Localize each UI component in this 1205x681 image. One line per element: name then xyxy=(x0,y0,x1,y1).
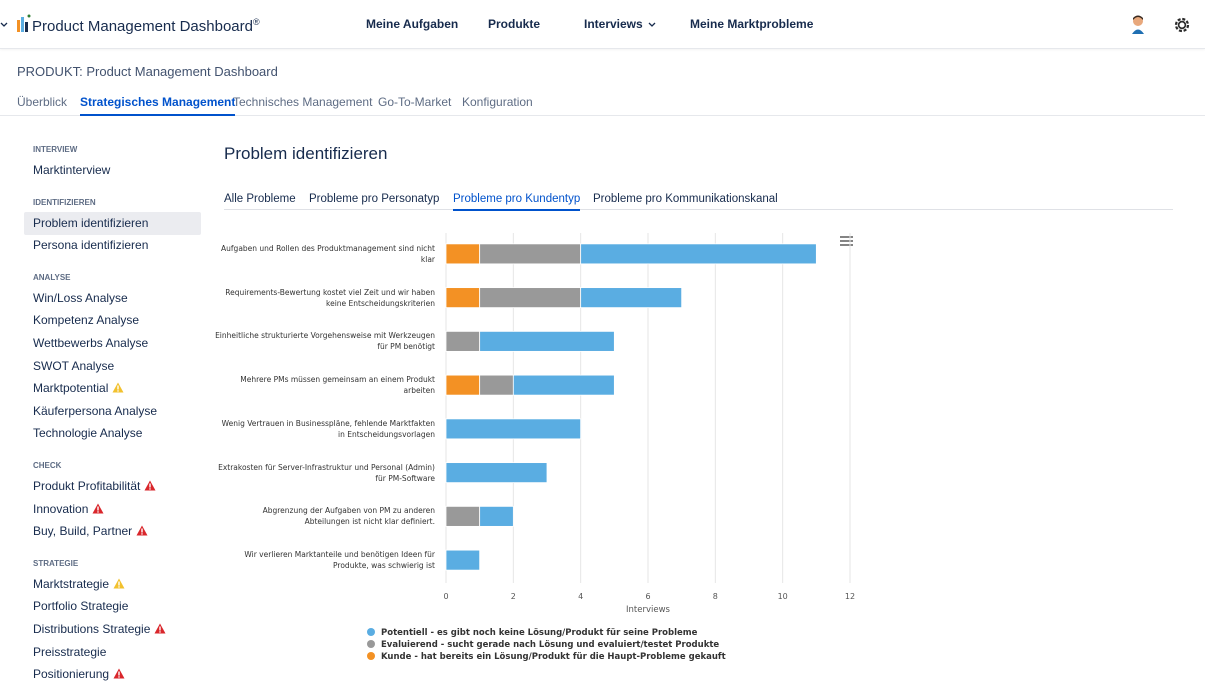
alert-icon xyxy=(112,382,124,393)
sidebar-heading: STRATEGIE xyxy=(33,559,78,568)
bar-segment xyxy=(480,288,581,308)
sidebar-heading: CHECK xyxy=(33,461,61,470)
bar-segment xyxy=(446,331,480,351)
nav-item[interactable]: Meine Aufgaben xyxy=(366,17,458,31)
nav-item[interactable]: Produkte xyxy=(488,17,540,31)
alert-icon xyxy=(92,503,104,514)
legend-marker xyxy=(367,640,375,648)
category-label: Wir verlieren Marktanteile und benötigen… xyxy=(215,549,435,571)
bar-segment xyxy=(446,419,581,439)
tab[interactable]: Strategisches Management xyxy=(80,95,235,116)
x-tick-label: 4 xyxy=(578,592,583,601)
bar-segment xyxy=(480,244,581,264)
menu-icon[interactable] xyxy=(840,237,853,245)
tab[interactable]: Go-To-Market xyxy=(378,95,451,114)
tab[interactable]: Technisches Management xyxy=(233,95,372,114)
sidebar-item[interactable]: Preisstrategie xyxy=(33,645,106,659)
legend-label: Kunde - hat bereits ein Lösung/Produkt f… xyxy=(381,652,726,662)
alert-icon xyxy=(113,668,125,679)
x-tick-label: 10 xyxy=(778,592,788,601)
alert-icon xyxy=(136,525,148,536)
sidebar-item[interactable]: Innovation xyxy=(33,502,88,516)
sidebar-item[interactable]: Buy, Build, Partner xyxy=(33,524,132,538)
sidebar-item[interactable]: Produkt Profitabilität xyxy=(33,479,140,493)
sidebar-item[interactable]: Marktpotential xyxy=(33,381,108,395)
chevron xyxy=(0,22,8,28)
tab[interactable]: Überblick xyxy=(17,95,67,114)
bar-segment xyxy=(581,244,817,264)
sidebar-item[interactable]: SWOT Analyse xyxy=(33,359,114,373)
category-label: Mehrere PMs müssen gemeinsam an einem Pr… xyxy=(215,374,435,396)
sidebar-heading: ANALYSE xyxy=(33,273,71,282)
chevron xyxy=(648,22,656,28)
alert-icon xyxy=(144,480,156,491)
sidebar-item[interactable]: Wettbewerbs Analyse xyxy=(33,336,148,350)
x-tick-label: 0 xyxy=(443,592,448,601)
x-axis-label: Interviews xyxy=(626,605,671,615)
sidebar-item[interactable]: Win/Loss Analyse xyxy=(33,291,128,305)
page: Product Management Dashboard® PRODUKT: P… xyxy=(0,0,1205,676)
bar-segment xyxy=(446,244,480,264)
nav-item[interactable]: Interviews xyxy=(584,17,643,31)
bar-segment xyxy=(480,375,514,395)
bar-segment xyxy=(446,288,480,308)
alert-icon xyxy=(113,578,125,589)
tab[interactable]: Konfiguration xyxy=(462,95,533,114)
alert-icon xyxy=(154,623,166,634)
legend-label: Evaluierend - sucht gerade nach Lösung u… xyxy=(381,640,719,650)
category-label: Extrakosten für Server-Infrastruktur und… xyxy=(215,462,435,484)
bar-segment xyxy=(446,550,480,570)
category-label: Aufgaben und Rollen des Produktmanagemen… xyxy=(215,243,435,265)
bar-segment xyxy=(446,506,480,526)
x-tick-label: 8 xyxy=(713,592,718,601)
x-tick-label: 12 xyxy=(845,592,855,601)
sidebar-item[interactable]: Technologie Analyse xyxy=(33,426,142,440)
sidebar-item[interactable]: Problem identifizieren xyxy=(33,216,148,230)
sidebar-heading: IDENTIFIZIEREN xyxy=(33,198,96,207)
bar-segment xyxy=(513,375,614,395)
sidebar-item[interactable]: Positionierung xyxy=(33,667,109,681)
subtab[interactable]: Probleme pro Personatyp xyxy=(309,193,439,209)
legend-marker xyxy=(367,628,375,636)
bar-segment xyxy=(581,288,682,308)
category-label: Wenig Vertrauen in Businesspläne, fehlen… xyxy=(215,418,435,440)
sidebar-heading: INTERVIEW xyxy=(33,145,77,154)
subtab[interactable]: Probleme pro Kommunikationskanal xyxy=(593,193,778,209)
bar-segment xyxy=(446,375,480,395)
category-label: Einheitliche strukturierte Vorgehensweis… xyxy=(215,330,435,352)
category-label: Requirements-Bewertung kostet viel Zeit … xyxy=(215,287,435,309)
bar-segment xyxy=(480,331,615,351)
x-tick-label: 6 xyxy=(645,592,650,601)
sidebar-item[interactable]: Portfolio Strategie xyxy=(33,599,128,613)
bar-segment xyxy=(480,506,514,526)
legend-marker xyxy=(367,652,375,660)
subtab[interactable]: Alle Probleme xyxy=(224,193,296,209)
nav-item[interactable]: Meine Marktprobleme xyxy=(690,17,813,31)
category-label: Abgrenzung der Aufgaben von PM zu andere… xyxy=(215,505,435,527)
subtab[interactable]: Probleme pro Kundentyp xyxy=(453,193,580,211)
sidebar-item[interactable]: Marktinterview xyxy=(33,163,110,177)
x-tick-label: 2 xyxy=(511,592,516,601)
sidebar-item[interactable]: Distributions Strategie xyxy=(33,622,150,636)
bar-segment xyxy=(446,463,547,483)
sidebar-item[interactable]: Marktstrategie xyxy=(33,577,109,591)
sidebar-item[interactable]: Käuferpersona Analyse xyxy=(33,404,157,418)
legend-label: Potentiell - es gibt noch keine Lösung/P… xyxy=(381,628,698,638)
sidebar-item[interactable]: Kompetenz Analyse xyxy=(33,313,139,327)
sidebar-item[interactable]: Persona identifizieren xyxy=(33,238,148,252)
